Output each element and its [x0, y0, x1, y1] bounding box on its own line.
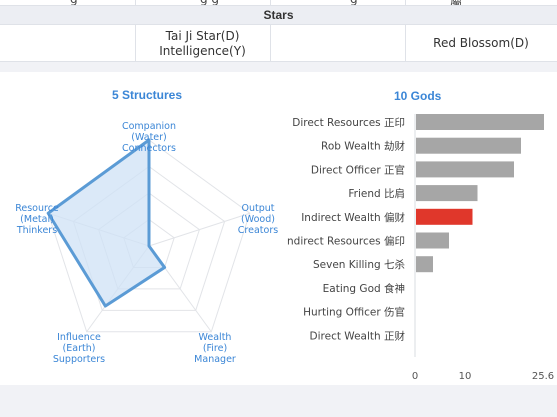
bar — [416, 137, 521, 154]
radar-title: 5 Structures — [112, 88, 183, 102]
stars-cell-1 — [0, 25, 135, 62]
bar — [416, 185, 478, 202]
bar-category-label: Direct Wealth 正财 — [310, 329, 405, 342]
stars-cell-4: Red Blossom(D) — [433, 36, 529, 50]
column-divider — [405, 25, 406, 62]
column-divider — [135, 0, 136, 6]
bar-category-label: Friend 比肩 — [348, 187, 405, 200]
radar-axis-label: Output (Wood) Creators — [238, 203, 278, 236]
radar-spoke — [148, 212, 250, 247]
radar-series-area — [46, 138, 167, 308]
stars-row: Tai Ji Star(D) Intelligence(Y) Red Bloss… — [0, 25, 557, 62]
clipped-row: g g g g 屬 — [0, 0, 557, 6]
bar-category-label: Rob Wealth 劫财 — [321, 140, 405, 153]
column-divider — [270, 0, 271, 6]
charts-card: 5 Structures 10 Gods Companion (Water) Con… — [0, 72, 557, 385]
bar — [416, 114, 544, 130]
bar — [416, 232, 449, 249]
stars-cell-2-line2: Intelligence(Y) — [159, 43, 246, 58]
bar — [416, 256, 433, 273]
bar-tick-label: 10 — [459, 371, 472, 382]
clipped-cell-1: g — [70, 0, 78, 5]
bar-category-label: Indirect Resources 偏印 — [287, 235, 405, 248]
clipped-cell-3: g — [350, 0, 358, 5]
stars-cell-3 — [270, 25, 405, 62]
bar — [416, 161, 514, 178]
bar-tick-label: 25.6 — [532, 371, 554, 382]
clipped-cell-2: g g — [200, 0, 219, 5]
column-divider — [270, 25, 271, 62]
bar-category-label: Direct Resources 正印 — [292, 117, 405, 129]
stars-heading: Stars — [0, 6, 557, 25]
bar-tick-label: 0 — [412, 371, 418, 382]
radar-axis-label: Influence (Earth) Supporters — [53, 332, 105, 365]
radar-axis-label: Wealth (Fire) Manager — [194, 332, 236, 365]
clipped-cell-4: 屬 — [450, 0, 462, 5]
bar-category-label: Indirect Wealth 偏财 — [301, 211, 405, 224]
bar — [416, 208, 473, 225]
stars-table: g g g g 屬 Stars Tai Ji Star(D) Intellige… — [0, 0, 557, 62]
bar-category-label: Direct Officer 正官 — [311, 163, 405, 176]
radar-chart: Companion (Water) Connectors Output (Wood) Cr… — [15, 121, 278, 365]
radar-axis-label: Companion (Water) Connectors — [122, 121, 176, 154]
radar-axis-label: Resource (Metal) Thinkers — [15, 203, 59, 236]
stars-cell-2: Tai Ji Star(D) Intelligence(Y) — [135, 25, 270, 62]
column-divider — [405, 0, 406, 6]
bar-category-label: Seven Killing 七杀 — [313, 258, 405, 271]
bar-chart: Direct Resources 正印 Rob Wealth 劫财 Direct O… — [287, 114, 554, 382]
bar-title: 10 Gods — [394, 89, 442, 103]
column-divider — [135, 25, 136, 62]
stars-cell-2-line1: Tai Ji Star(D) — [165, 28, 240, 43]
bar-category-label: Hurting Officer 伤官 — [303, 306, 405, 319]
bar-category-label: Eating God 食神 — [323, 282, 405, 295]
